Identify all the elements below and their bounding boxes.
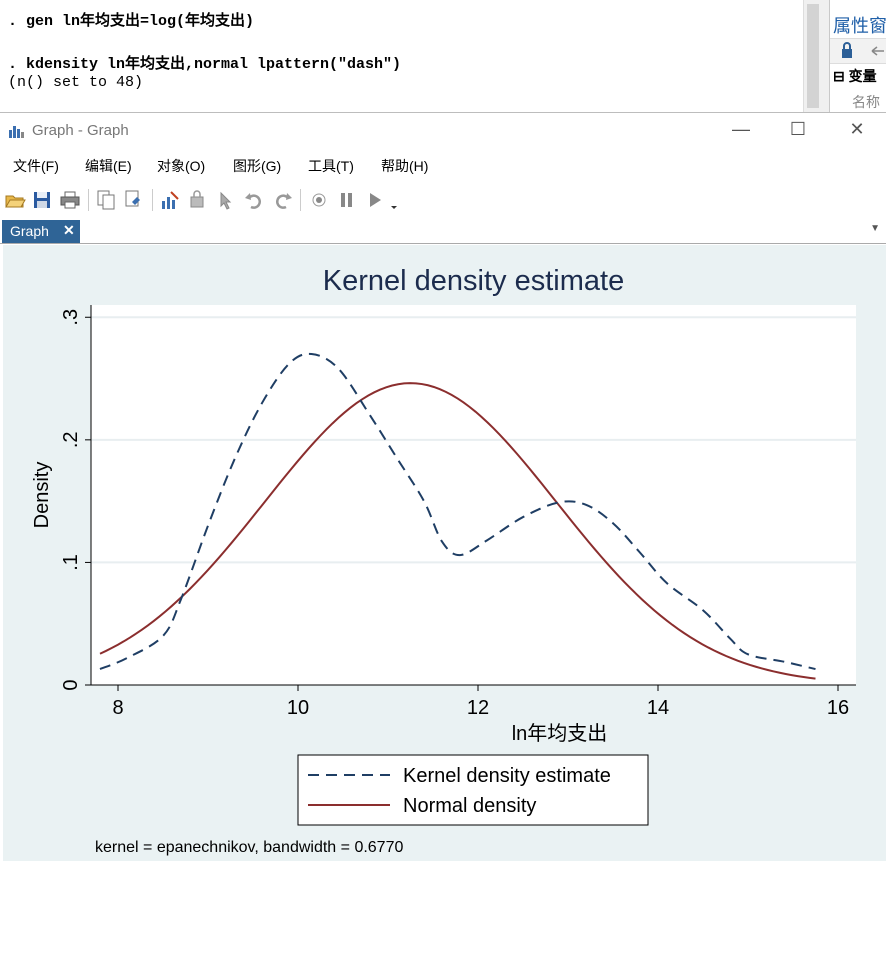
- tab-graph[interactable]: Graph ✕: [2, 220, 80, 243]
- series-normal-density: [99, 382, 816, 680]
- splitter[interactable]: [821, 0, 829, 112]
- density-chart: Kernel density estimate 0 .1 .2 .3 8 10 12 14 16 l…: [31, 265, 856, 856]
- graph-window: Graph - Graph — ☐ ✕ 文件(F) 编辑(E) 对象(O) 图形…: [0, 112, 886, 972]
- results-line-1: . gen ln年均支出=log(年均支出): [8, 13, 255, 30]
- y-tick-label: .2: [60, 431, 82, 448]
- x-tick-label: 12: [467, 697, 489, 719]
- name-label: 名称: [852, 94, 880, 110]
- menu-edit[interactable]: 编辑(E): [85, 158, 132, 174]
- menu-graph[interactable]: 图形(G): [233, 158, 282, 174]
- scrollbar-thumb[interactable]: [807, 4, 819, 108]
- print-icon[interactable]: [59, 189, 81, 211]
- dropdown-icon[interactable]: [388, 189, 400, 211]
- results-scrollbar[interactable]: [803, 0, 822, 112]
- record-icon[interactable]: [308, 189, 330, 211]
- legend-normal-label: Normal density: [403, 795, 536, 817]
- variables-section[interactable]: ⊟ 变量: [833, 66, 877, 86]
- collapse-icon[interactable]: ⊟: [833, 68, 845, 84]
- graph-recorder-icon[interactable]: [187, 189, 209, 211]
- properties-panel: 属性窗 ⊟ 变量 名称: [829, 0, 886, 112]
- tab-dropdown-icon[interactable]: ▼: [870, 223, 880, 234]
- toolbar-separator: [88, 189, 89, 211]
- open-icon[interactable]: [4, 189, 26, 211]
- y-axis-label: Density: [31, 462, 53, 529]
- x-tick-label: 8: [112, 697, 123, 719]
- chart-title: Kernel density estimate: [323, 265, 624, 297]
- back-arrow-icon: [871, 46, 884, 56]
- copy-icon[interactable]: [95, 189, 117, 211]
- x-axis-label: ln年均支出: [512, 722, 608, 745]
- stata-graph-icon: [9, 126, 24, 138]
- plot-area: [91, 305, 856, 685]
- x-tick-label: 16: [827, 697, 849, 719]
- maximize-button[interactable]: ☐: [789, 119, 807, 139]
- watermark: 知乎 @来来: [725, 947, 848, 972]
- graph-editor-icon[interactable]: [159, 189, 181, 211]
- undo-icon[interactable]: [243, 189, 265, 211]
- properties-toolbar: [830, 38, 886, 64]
- tab-graph-label: Graph: [10, 223, 49, 239]
- graph-canvas: Kernel density estimate 0 .1 .2 .3 8 10 12 14 16 l…: [3, 245, 886, 972]
- properties-title: 属性窗: [833, 16, 886, 36]
- save-icon[interactable]: [31, 189, 53, 211]
- results-line-2: . kdensity ln年均支出,normal lpattern("dash"…: [8, 56, 402, 73]
- variables-label: 变量: [848, 68, 877, 84]
- legend-box: [297, 754, 649, 826]
- lock-icon[interactable]: [830, 39, 886, 63]
- chart-note: kernel = epanechnikov, bandwidth = 0.677…: [95, 839, 403, 856]
- menu-file[interactable]: 文件(F): [13, 158, 59, 174]
- minimize-button[interactable]: —: [732, 119, 750, 139]
- toolbar-separator: [300, 189, 301, 211]
- y-tick-label: .1: [60, 554, 82, 571]
- y-tick-label: .3: [60, 309, 82, 326]
- tab-close-icon[interactable]: ✕: [63, 222, 75, 238]
- pause-icon[interactable]: [336, 189, 358, 211]
- legend-kernel-label: Kernel density estimate: [403, 765, 611, 787]
- x-tick-label: 14: [647, 697, 669, 719]
- series-kernel-density: [99, 352, 816, 671]
- menu-object[interactable]: 对象(O): [157, 158, 206, 174]
- menu-tools[interactable]: 工具(T): [308, 158, 354, 174]
- play-icon[interactable]: [364, 189, 386, 211]
- close-button[interactable]: ✕: [849, 119, 865, 139]
- copy-graph-icon[interactable]: [123, 189, 145, 211]
- redo-icon[interactable]: [272, 189, 294, 211]
- y-tick-label: 0: [60, 679, 82, 690]
- pointer-icon[interactable]: [214, 189, 236, 211]
- toolbar: [0, 185, 886, 215]
- tab-bar: Graph ✕ ▼: [0, 219, 886, 244]
- title-bar[interactable]: Graph - Graph — ☐ ✕: [0, 113, 886, 147]
- x-tick-label: 10: [287, 697, 309, 719]
- toolbar-separator: [152, 189, 153, 211]
- window-title: Graph - Graph: [32, 122, 129, 139]
- menu-help[interactable]: 帮助(H): [381, 158, 429, 174]
- results-window: . gen ln年均支出=log(年均支出) . kdensity ln年均支出…: [0, 0, 803, 112]
- results-line-3: (n() set to 48): [8, 74, 144, 91]
